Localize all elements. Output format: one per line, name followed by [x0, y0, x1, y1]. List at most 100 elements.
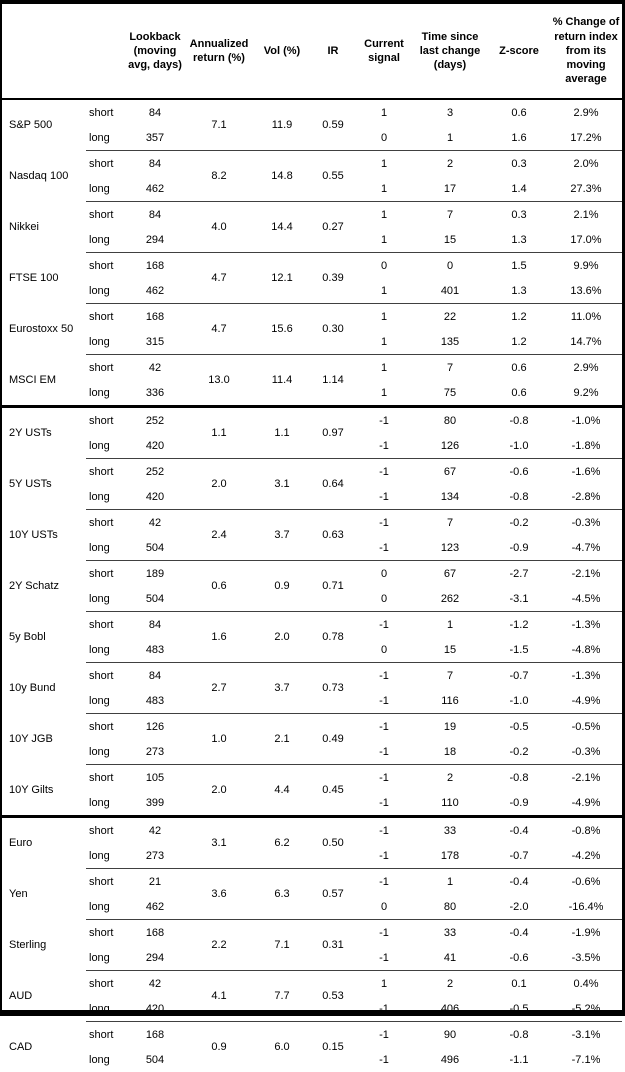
annualized-return-value: 1.6	[184, 612, 254, 663]
z-score-value: 1.3	[488, 227, 550, 253]
time-since-value: 110	[412, 790, 488, 817]
period-label: short	[86, 920, 126, 946]
period-label: long	[86, 1047, 126, 1072]
time-since-value: 75	[412, 380, 488, 407]
pct-change-value: -1.3%	[550, 663, 622, 689]
pct-change-value: 2.9%	[550, 99, 622, 125]
pct-change-value: 13.6%	[550, 278, 622, 304]
period-label: short	[86, 612, 126, 638]
period-label: short	[86, 407, 126, 434]
current-signal-value: -1	[356, 1047, 412, 1072]
z-score-value: -1.5	[488, 637, 550, 663]
vol-value: 2.1	[254, 714, 310, 765]
pct-change-value: -1.3%	[550, 612, 622, 638]
pct-change-value: 17.2%	[550, 125, 622, 151]
z-score-value: -2.0	[488, 894, 550, 920]
pct-change-value: -4.7%	[550, 535, 622, 561]
lookback-value: 168	[126, 253, 184, 279]
pct-change-value: 0.4%	[550, 971, 622, 997]
period-label: short	[86, 971, 126, 997]
current-signal-value: 1	[356, 971, 412, 997]
time-since-value: 2	[412, 971, 488, 997]
time-since-value: 80	[412, 407, 488, 434]
time-since-value: 134	[412, 484, 488, 510]
lookback-value: 504	[126, 535, 184, 561]
ir-value: 0.49	[310, 714, 356, 765]
annualized-return-value: 0.6	[184, 561, 254, 612]
period-label: long	[86, 790, 126, 817]
z-score-value: -0.9	[488, 535, 550, 561]
ir-value: 0.27	[310, 202, 356, 253]
pct-change-value: -2.1%	[550, 561, 622, 587]
lookback-value: 84	[126, 151, 184, 177]
pct-change-value: -1.6%	[550, 459, 622, 485]
asset-name: 10Y JGB	[2, 714, 86, 765]
lookback-value: 315	[126, 329, 184, 355]
z-score-value: -0.4	[488, 869, 550, 895]
pct-change-value: -4.9%	[550, 790, 622, 817]
pct-change-value: 27.3%	[550, 176, 622, 202]
z-score-value: 1.2	[488, 329, 550, 355]
lookback-value: 168	[126, 304, 184, 330]
lookback-value: 42	[126, 355, 184, 381]
ir-value: 0.30	[310, 304, 356, 355]
time-since-value: 7	[412, 663, 488, 689]
z-score-value: -0.4	[488, 920, 550, 946]
current-signal-value: -1	[356, 817, 412, 844]
col-header-asset	[2, 4, 86, 99]
time-since-value: 17	[412, 176, 488, 202]
period-label: long	[86, 484, 126, 510]
header-row: Lookback (moving avg, days) Annualized r…	[2, 4, 622, 99]
lookback-value: 462	[126, 176, 184, 202]
current-signal-value: -1	[356, 510, 412, 536]
z-score-value: 1.2	[488, 304, 550, 330]
period-label: short	[86, 151, 126, 177]
pct-change-value: -0.3%	[550, 510, 622, 536]
period-label: long	[86, 329, 126, 355]
pct-change-value: -0.8%	[550, 817, 622, 844]
period-label: short	[86, 510, 126, 536]
vol-value: 7.1	[254, 920, 310, 971]
annualized-return-value: 3.1	[184, 817, 254, 869]
lookback-value: 42	[126, 817, 184, 844]
z-score-value: -0.5	[488, 996, 550, 1022]
time-since-value: 123	[412, 535, 488, 561]
period-label: short	[86, 765, 126, 791]
lookback-value: 42	[126, 510, 184, 536]
col-header-lookback: Lookback (moving avg, days)	[126, 4, 184, 99]
current-signal-value: -1	[356, 843, 412, 869]
pct-change-value: -1.8%	[550, 433, 622, 459]
pct-change-value: -2.8%	[550, 484, 622, 510]
ir-value: 1.14	[310, 355, 356, 407]
current-signal-value: -1	[356, 739, 412, 765]
pct-change-value: -1.9%	[550, 920, 622, 946]
z-score-value: -1.2	[488, 612, 550, 638]
period-label: short	[86, 869, 126, 895]
z-score-value: 0.3	[488, 151, 550, 177]
lookback-value: 420	[126, 996, 184, 1022]
time-since-value: 2	[412, 765, 488, 791]
time-since-value: 135	[412, 329, 488, 355]
ir-value: 0.45	[310, 765, 356, 817]
asset-name: MSCI EM	[2, 355, 86, 407]
asset-name: CAD	[2, 1022, 86, 1072]
current-signal-value: -1	[356, 996, 412, 1022]
lookback-value: 84	[126, 99, 184, 125]
period-label: long	[86, 433, 126, 459]
current-signal-value: -1	[356, 765, 412, 791]
signals-table-frame: Lookback (moving avg, days) Annualized r…	[0, 0, 625, 1016]
z-score-value: 1.4	[488, 176, 550, 202]
time-since-value: 7	[412, 355, 488, 381]
vol-value: 11.4	[254, 355, 310, 407]
z-score-value: -1.0	[488, 688, 550, 714]
pct-change-value: -7.1%	[550, 1047, 622, 1072]
current-signal-value: -1	[356, 433, 412, 459]
vol-value: 15.6	[254, 304, 310, 355]
time-since-value: 496	[412, 1047, 488, 1072]
annualized-return-value: 8.2	[184, 151, 254, 202]
asset-name: AUD	[2, 971, 86, 1022]
